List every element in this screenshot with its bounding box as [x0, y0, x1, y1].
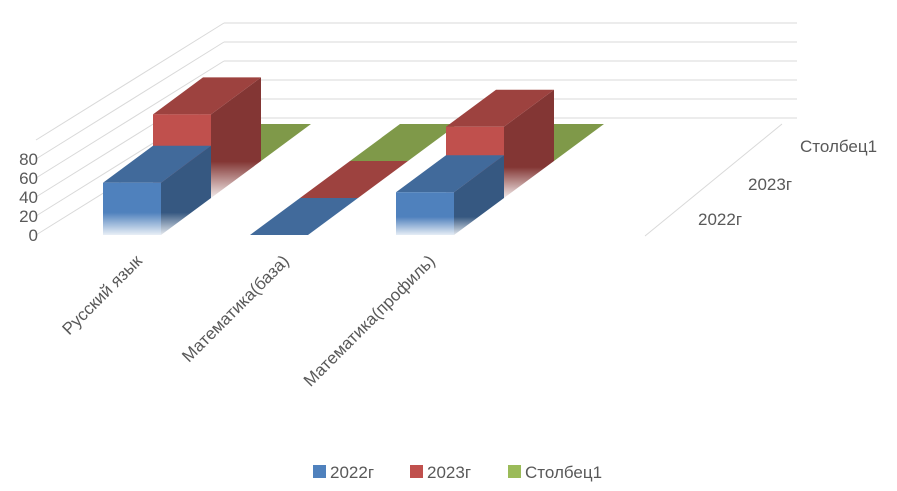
y-tick-label: 60 — [19, 169, 38, 188]
depth-axis-label: 2023г — [748, 175, 792, 194]
legend-label: 2022г — [330, 463, 374, 482]
legend-label: 2023г — [427, 463, 471, 482]
y-tick-label: 80 — [19, 150, 38, 169]
legend-swatch — [410, 465, 423, 478]
bar-top — [250, 198, 358, 235]
bar — [395, 155, 505, 237]
depth-axis-label: 2022г — [698, 210, 742, 229]
gridline-side — [35, 22, 225, 141]
bar — [102, 145, 212, 237]
depth-axis-label: Столбец1 — [800, 137, 877, 156]
floor — [644, 123, 783, 237]
gridlines — [35, 22, 797, 236]
category-axis: Русский язык Математика(база) Математика(п… — [59, 251, 439, 390]
bar — [250, 198, 358, 235]
legend-swatch — [508, 465, 521, 478]
y-tick-label: 20 — [19, 207, 38, 226]
bar-top — [153, 77, 261, 115]
bar-top — [300, 161, 408, 198]
bar-top — [446, 89, 554, 127]
depth-axis: 2022г 2023г Столбец1 — [698, 137, 877, 229]
y-tick-label: 0 — [29, 226, 38, 245]
bar — [350, 124, 458, 161]
gridline-side — [35, 60, 225, 179]
bars — [102, 77, 604, 237]
bar — [300, 161, 408, 198]
bar-top — [350, 124, 458, 161]
legend: 2022г 2023г Столбец1 — [313, 463, 602, 482]
category-label: Математика(профиль) — [300, 251, 439, 390]
category-label: Математика(база) — [178, 251, 293, 366]
gridline-side — [35, 41, 225, 160]
bar-fade — [395, 192, 505, 237]
category-label: Русский язык — [59, 251, 147, 339]
legend-swatch — [313, 465, 326, 478]
bar-top — [103, 145, 211, 183]
floor-edge — [644, 123, 783, 237]
bar-top — [396, 155, 504, 193]
y-tick-label: 40 — [19, 188, 38, 207]
legend-label: Столбец1 — [525, 463, 602, 482]
bar-fade — [102, 182, 212, 237]
